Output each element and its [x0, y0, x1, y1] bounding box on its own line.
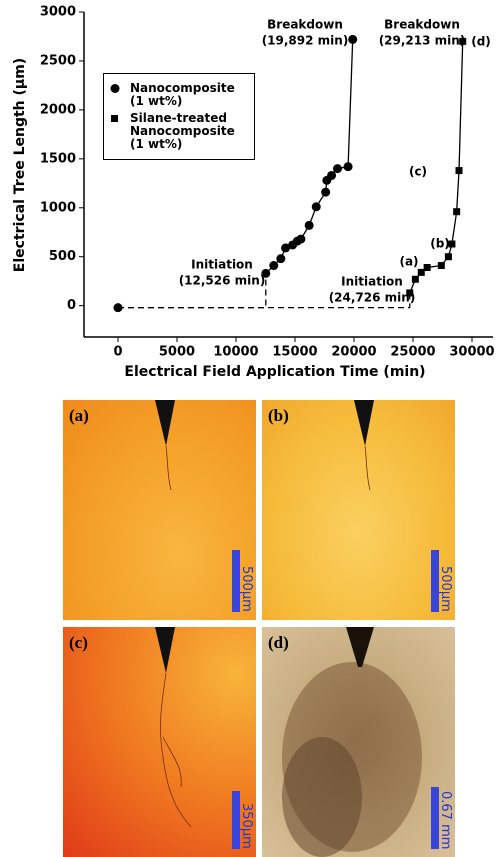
- marker: [444, 253, 452, 261]
- micrograph-detail: [155, 400, 175, 491]
- lead-in-dashed: [117, 292, 411, 309]
- legend-entry: Silane-treated Nanocomposite (1 wt%): [108, 112, 250, 151]
- marker: [276, 254, 286, 264]
- y-tick-label: 2000: [40, 102, 76, 117]
- annotation: (19,892 min): [262, 34, 349, 48]
- x-tick-label: 5000: [159, 345, 195, 360]
- marker: [281, 243, 291, 253]
- marker: [304, 220, 314, 230]
- legend-marker: [111, 115, 118, 122]
- marker: [321, 187, 331, 197]
- scale-bar: [232, 791, 240, 849]
- marker: [455, 167, 463, 175]
- marker: [423, 263, 431, 271]
- scale-text: 500μm: [239, 566, 254, 612]
- needle: [155, 627, 175, 673]
- scale-bar: [232, 550, 240, 612]
- marker: [311, 202, 321, 212]
- lead-in-dashed: [117, 273, 267, 309]
- micrograph-detail: [155, 627, 192, 828]
- scale-bar: [431, 550, 439, 612]
- needle: [346, 627, 374, 667]
- marker: [296, 234, 306, 244]
- y-tick-label: 2500: [40, 53, 76, 68]
- marker: [269, 261, 279, 271]
- annotation: Initiation: [341, 275, 403, 289]
- legend-label: Silane-treated Nanocomposite (1 wt%): [130, 111, 235, 151]
- annotation: (29,213 min): [379, 34, 466, 48]
- marker: [261, 268, 271, 278]
- annotation: (d): [471, 35, 491, 49]
- annotation: Breakdown: [384, 18, 460, 32]
- tree-crack: [364, 445, 371, 491]
- scale-text: 350μm: [239, 803, 254, 849]
- panel-label: (c): [69, 633, 88, 652]
- legend-marker: [111, 115, 118, 122]
- micrograph-detail: [282, 627, 422, 857]
- chart: Electrical Field Application Time (min) …: [12, 5, 495, 381]
- y-axis-label: Electrical Tree Length (μm): [12, 58, 28, 272]
- x-tick-label: 0: [113, 345, 122, 360]
- micrograph: (a) 500μm: [63, 400, 256, 620]
- x-tick-label: 25000: [390, 345, 435, 360]
- tree-crack: [160, 672, 192, 828]
- marker: [343, 162, 353, 172]
- y-tick-label: 1000: [40, 200, 76, 215]
- marker: [453, 208, 461, 216]
- x-tick-label: 10000: [213, 345, 258, 360]
- y-tick-label: 1500: [40, 151, 76, 166]
- legend: Nanocomposite (1 wt%) Silane-treated Nano…: [103, 73, 255, 160]
- scale-text: 500μm: [438, 566, 453, 612]
- series-line: [265, 39, 354, 274]
- x-tick-label: 30000: [449, 345, 494, 360]
- y-tick-label: 0: [67, 298, 76, 313]
- marker: [348, 34, 358, 44]
- micrograph: (c) 350μm: [63, 627, 256, 857]
- legend-entry: Nanocomposite (1 wt%): [108, 82, 250, 108]
- annotation: Breakdown: [267, 18, 343, 32]
- annotation: (12,526 min): [179, 274, 266, 288]
- needle: [354, 400, 374, 446]
- needle: [155, 400, 175, 446]
- y-tick-label: 500: [49, 249, 76, 264]
- legend-marker: [110, 84, 120, 93]
- tree-crack: [165, 445, 172, 491]
- annotation: (24,726 min): [329, 291, 416, 305]
- x-tick-label: 15000: [272, 345, 317, 360]
- x-tick-label: 20000: [331, 345, 376, 360]
- electrode-body: [282, 737, 362, 857]
- marker: [332, 164, 342, 174]
- annotation: (c): [409, 165, 427, 179]
- marker: [437, 262, 445, 270]
- scale-bar: [431, 787, 439, 849]
- annotation: (a): [399, 255, 418, 269]
- panel-label: (d): [268, 633, 289, 652]
- micrograph-detail: [354, 400, 374, 491]
- annotation: (b): [430, 237, 450, 251]
- panel-label: (a): [69, 406, 89, 425]
- panel-label: (b): [268, 406, 289, 425]
- legend-label: Nanocomposite (1 wt%): [130, 81, 235, 108]
- y-tick-label: 3000: [40, 5, 76, 20]
- scale-text: 0.67 mm: [438, 790, 453, 849]
- marker: [448, 240, 456, 248]
- legend-symbol: [108, 82, 130, 95]
- marker: [327, 170, 337, 180]
- annotation: Initiation: [191, 258, 253, 272]
- micrograph: (b) 500μm: [262, 400, 455, 620]
- micrograph: (d) 0.67 mm: [262, 627, 455, 857]
- legend-symbol: [108, 112, 130, 125]
- legend-marker: [110, 84, 120, 93]
- marker: [459, 37, 467, 45]
- x-axis-label: Electrical Field Application Time (min): [124, 364, 425, 380]
- marker: [411, 275, 419, 283]
- marker: [406, 289, 414, 297]
- marker: [417, 268, 425, 276]
